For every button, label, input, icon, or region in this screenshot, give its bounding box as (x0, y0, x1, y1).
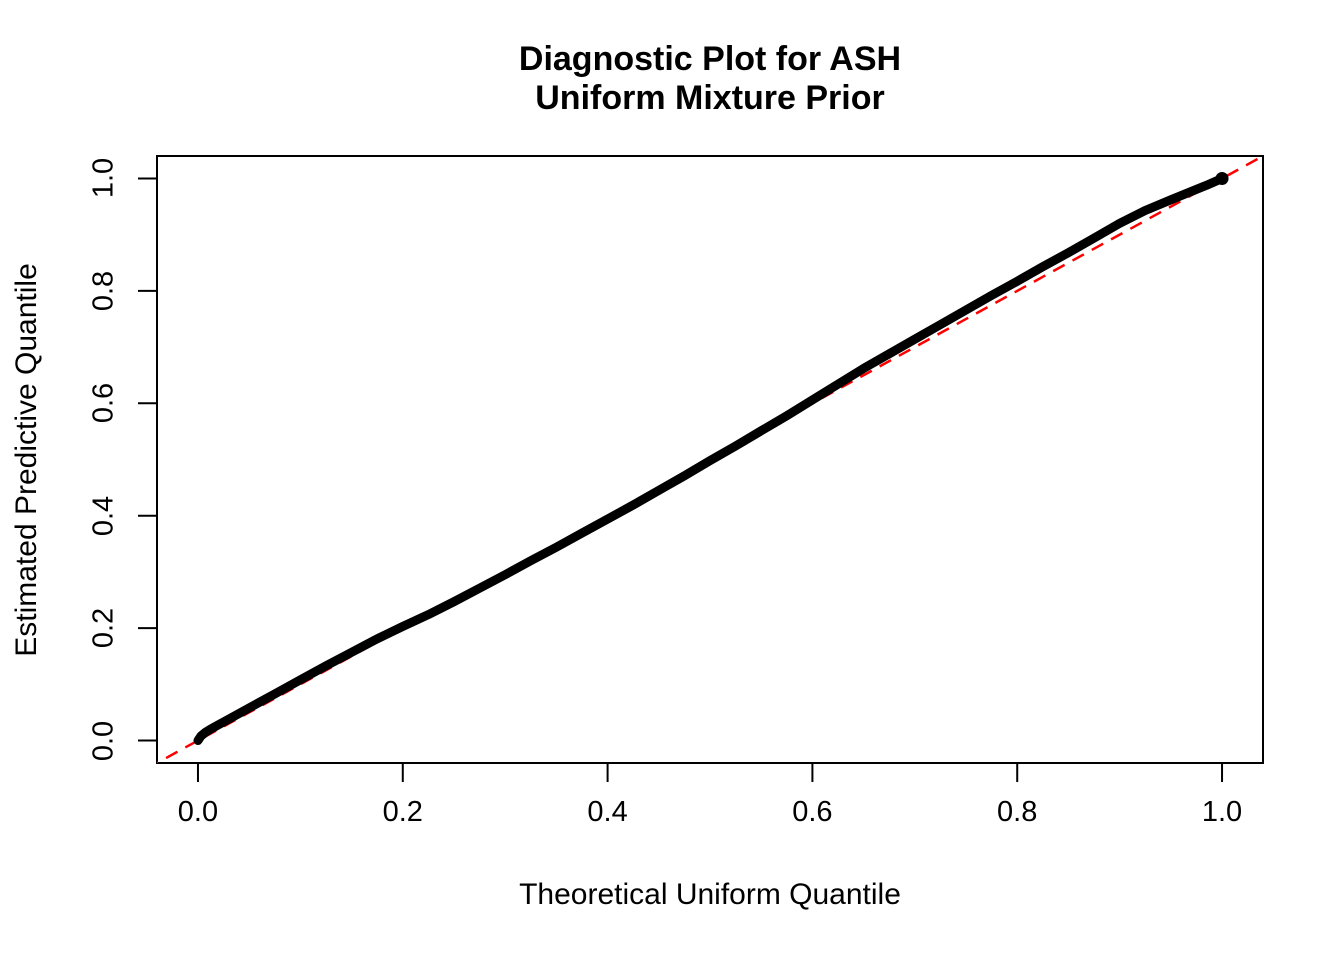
y-tick-label: 0.8 (87, 270, 120, 312)
plot-border (156, 155, 1264, 764)
x-axis-title: Theoretical Uniform Quantile (519, 878, 901, 911)
qq-curve-start-cluster (193, 736, 202, 745)
x-tick-label: 0.8 (997, 796, 1038, 828)
y-tick-label: 1.0 (87, 158, 120, 199)
x-tick-label: 0.2 (382, 796, 423, 828)
chart-title: Diagnostic Plot for ASH Uniform Mixture … (518, 40, 902, 117)
y-tick-label: 0.2 (87, 607, 120, 649)
y-tick-label: 0.4 (87, 495, 120, 536)
qq-curve-end-cluster (1215, 171, 1229, 185)
x-tick-label: 0.6 (792, 796, 833, 828)
y-axis-title: Estimated Predictive Quantile (10, 263, 43, 657)
x-tick-label: 1.0 (1201, 796, 1243, 828)
qq-curve (193, 174, 1227, 745)
x-tick-label: 0.0 (177, 796, 219, 828)
y-tick-label: 0.6 (87, 383, 120, 424)
x-tick-label: 0.4 (587, 796, 628, 828)
y-tick-label: 0.0 (87, 720, 120, 761)
